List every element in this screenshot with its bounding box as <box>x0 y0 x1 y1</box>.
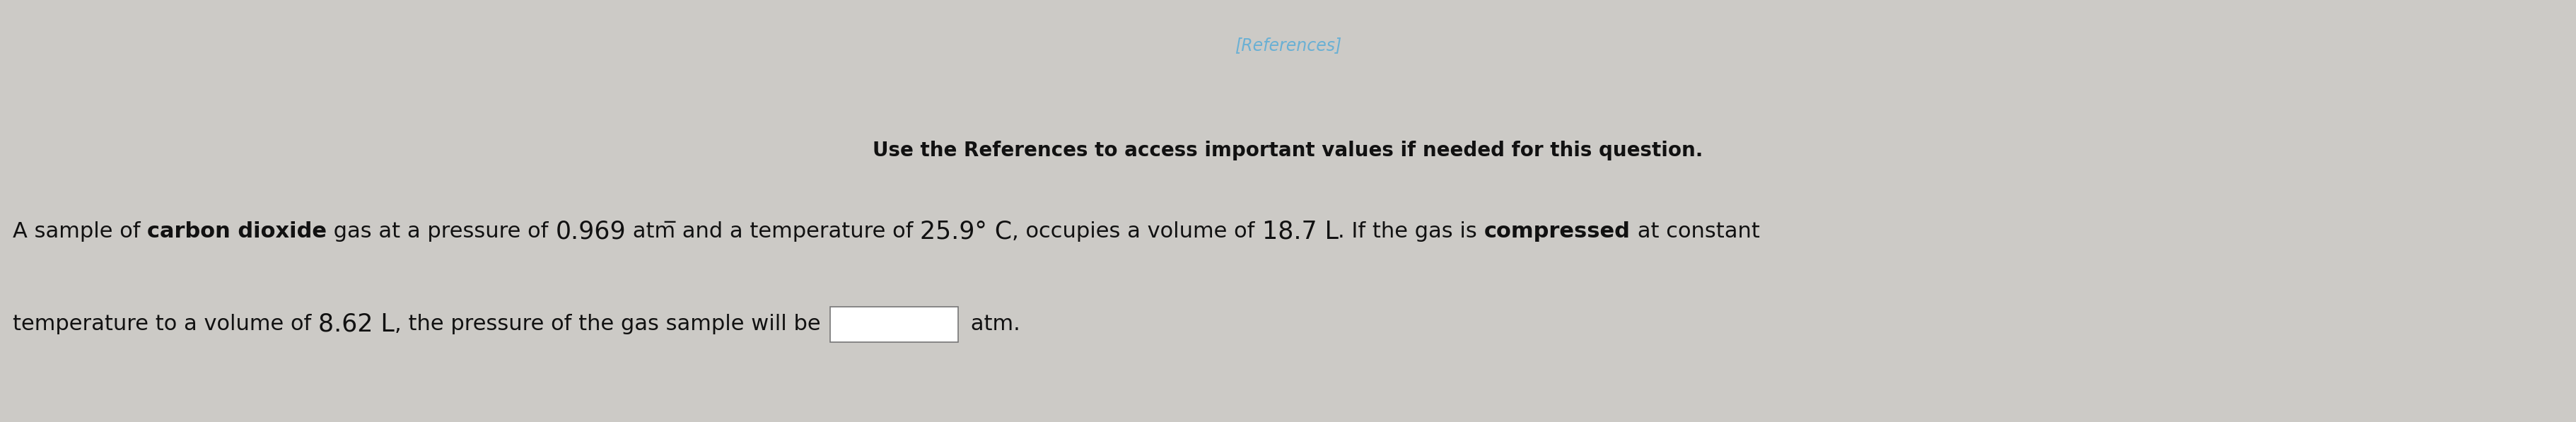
Text: 8.62 L: 8.62 L <box>319 312 394 336</box>
Text: A sample of: A sample of <box>13 221 147 241</box>
Text: 18.7 L: 18.7 L <box>1262 219 1337 243</box>
Text: 0.969: 0.969 <box>556 219 626 243</box>
Text: 25.9° C: 25.9° C <box>920 219 1012 243</box>
Text: at constant: at constant <box>1631 221 1759 241</box>
Text: atm̅: atm̅ <box>626 221 675 241</box>
Text: compressed: compressed <box>1484 221 1631 241</box>
Text: atm.: atm. <box>963 314 1020 335</box>
Text: . If the gas is: . If the gas is <box>1337 221 1484 241</box>
Text: , occupies a volume of: , occupies a volume of <box>1012 221 1262 241</box>
Text: Use the References to access important values if needed for this question.: Use the References to access important v… <box>873 141 1703 160</box>
Text: [References]: [References] <box>1234 37 1342 54</box>
Text: carbon dioxide: carbon dioxide <box>147 221 327 241</box>
Text: , the pressure of the gas sample will be: , the pressure of the gas sample will be <box>394 314 827 335</box>
FancyBboxPatch shape <box>829 306 958 342</box>
Text: gas at a pressure of: gas at a pressure of <box>327 221 556 241</box>
Text: temperature to a volume of: temperature to a volume of <box>13 314 319 335</box>
Text: and a temperature of: and a temperature of <box>675 221 920 241</box>
